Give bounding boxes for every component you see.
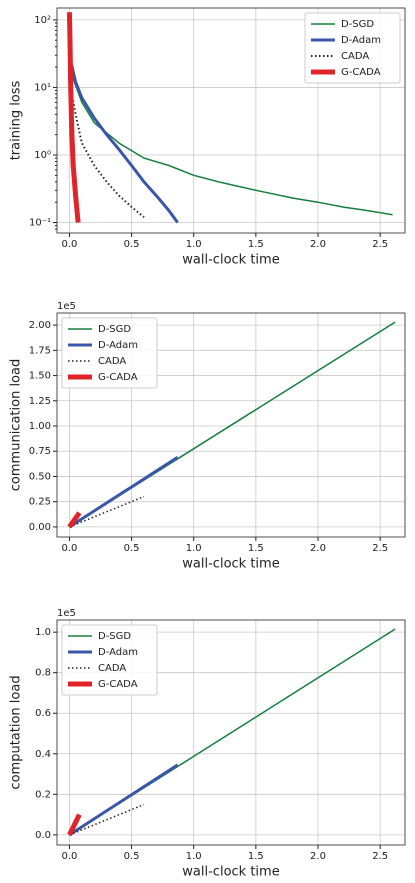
y-tick-label: 1.25 — [29, 396, 51, 407]
y-tick-label: 0.0 — [35, 830, 51, 841]
x-tick-label: 0.0 — [61, 851, 77, 862]
y-tick-label: 2.00 — [29, 320, 51, 331]
legend-label: CADA — [98, 663, 126, 674]
series-line — [69, 803, 145, 836]
legend-box — [61, 624, 158, 696]
legend-label: D-SGD — [98, 631, 131, 642]
legend-box — [61, 317, 158, 389]
y-tick-label: 10² — [34, 15, 51, 26]
y-tick-label: 1.0 — [35, 627, 51, 638]
x-tick-label: 2.0 — [310, 239, 326, 250]
x-tick-label: 1.0 — [186, 543, 202, 554]
y-tick-label: 1.00 — [29, 421, 51, 432]
plot-frame — [56, 7, 406, 234]
y-tick-label: 10¹ — [34, 82, 51, 93]
x-tick-label: 2.0 — [310, 543, 326, 554]
plot-frame — [56, 619, 406, 846]
series-line — [67, 54, 179, 224]
x-axis-label: wall-clock time — [182, 865, 279, 880]
offset-text: 1e5 — [57, 608, 76, 619]
y-tick-label: 1.75 — [29, 345, 51, 356]
x-tick-label: 0.5 — [124, 851, 140, 862]
legend-label: D-Adam — [98, 647, 138, 658]
series-line — [68, 66, 393, 216]
legend-label: D-Adam — [341, 35, 381, 46]
x-tick-label: 2.5 — [372, 851, 388, 862]
y-tick-label: 0.2 — [35, 789, 51, 800]
x-tick-label: 1.5 — [248, 543, 264, 554]
y-tick-label: 0.25 — [29, 497, 51, 508]
x-tick-label: 2.5 — [372, 543, 388, 554]
y-tick-label: 0.8 — [35, 668, 51, 679]
y-axis-label: communication load — [9, 359, 24, 491]
y-tick-label: 0.75 — [29, 446, 51, 457]
y-axis-label: computation load — [9, 675, 24, 789]
x-tick-label: 2.5 — [372, 239, 388, 250]
y-axis-label: training loss — [9, 80, 24, 160]
legend-label: D-Adam — [98, 340, 138, 351]
series-line — [66, 12, 81, 223]
panel: 0.0 0.5 1.0 1.5 2.0 2.5 10⁻¹ 10⁰ 10¹ 10² wall-cloc… — [9, 7, 406, 268]
legend-label: G-CADA — [341, 67, 381, 78]
legend-label: CADA — [341, 51, 369, 62]
y-tick-label: 0.00 — [29, 522, 51, 533]
x-tick-label: 0.5 — [124, 543, 140, 554]
y-tick-label: 0.6 — [35, 708, 51, 719]
legend-label: G-CADA — [98, 679, 138, 690]
x-axis-label: wall-clock time — [182, 253, 279, 268]
series-line — [68, 763, 179, 837]
x-tick-label: 1.5 — [248, 239, 264, 250]
plot-frame — [56, 312, 406, 538]
y-tick-label: 10⁻¹ — [29, 218, 51, 229]
y-tick-label: 1.50 — [29, 371, 51, 382]
series-line — [67, 813, 82, 837]
panel: 0.0 0.5 1.0 1.5 2.0 2.5 0.0 0.2 0.4 0.6 0.8 1.0 wall… — [9, 608, 406, 880]
legend-label: D-SGD — [341, 19, 374, 30]
series-line — [67, 511, 82, 529]
y-tick-label: 10⁰ — [34, 150, 51, 161]
series-line — [68, 60, 145, 218]
x-tick-label: 1.0 — [186, 239, 202, 250]
y-tick-label: 0.4 — [35, 749, 51, 760]
x-axis-label: wall-clock time — [182, 557, 279, 572]
x-tick-label: 0.5 — [124, 239, 140, 250]
series-line — [68, 456, 179, 529]
legend-label: G-CADA — [98, 372, 138, 383]
offset-text: 1e5 — [57, 301, 76, 312]
x-tick-label: 0.0 — [61, 239, 77, 250]
legend-label: D-SGD — [98, 324, 131, 335]
legend-label: CADA — [98, 356, 126, 367]
legend-box — [304, 12, 401, 84]
panel: 0.0 0.5 1.0 1.5 2.0 2.5 0.00 0.25 0.50 0.75 1.00 1.… — [9, 301, 406, 572]
x-tick-label: 2.0 — [310, 851, 326, 862]
x-tick-label: 1.5 — [248, 851, 264, 862]
y-tick-label: 0.50 — [29, 471, 51, 482]
series-line — [69, 495, 145, 528]
x-tick-label: 0.0 — [61, 543, 77, 554]
x-tick-label: 1.0 — [186, 851, 202, 862]
